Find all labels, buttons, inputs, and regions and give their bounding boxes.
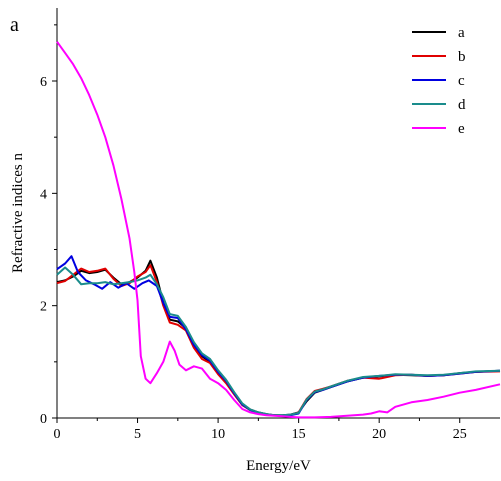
legend-label-a: a xyxy=(458,25,465,41)
x-tick-label: 20 xyxy=(372,427,386,442)
panel-label: a xyxy=(10,14,19,36)
axes-group: 0 5 10 15 20 25 0 2 4 6 xyxy=(40,8,500,442)
series-line-d xyxy=(56,266,501,417)
y-tick-label: 6 xyxy=(40,75,47,90)
y-tick-label: 2 xyxy=(40,300,47,315)
legend-label-b: b xyxy=(458,49,466,65)
x-tick-label: 5 xyxy=(134,427,141,442)
x-tick-label: 15 xyxy=(292,427,306,442)
series-line-b xyxy=(56,264,501,417)
series-line-c xyxy=(56,255,501,417)
legend-label-d: d xyxy=(458,97,466,113)
y-tick-label: 4 xyxy=(40,187,47,202)
x-tick-label: 0 xyxy=(54,427,61,442)
series-lines-group xyxy=(56,41,501,419)
legend-label-e: e xyxy=(458,121,465,137)
legend-label-c: c xyxy=(458,73,465,89)
x-tick-label: 25 xyxy=(453,427,467,442)
y-axis-label: Refractive indices n xyxy=(10,153,26,273)
series-line-e xyxy=(56,41,501,419)
y-tick-label: 0 xyxy=(40,412,47,427)
x-axis-label: Energy/eV xyxy=(246,458,311,474)
x-tick-label: 10 xyxy=(211,427,225,442)
